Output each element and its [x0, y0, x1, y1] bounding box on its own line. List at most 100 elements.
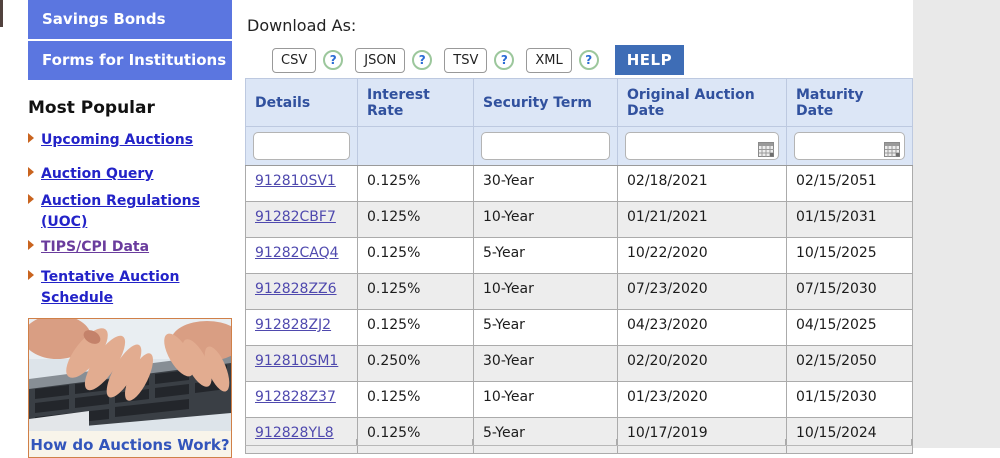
maturity-date-cell: 02/15/2050	[786, 345, 913, 382]
maturity-date-cell: 02/15/2051	[786, 165, 913, 202]
maturity-date-cell: 01/15/2030	[786, 381, 913, 418]
interest-rate-cell: 0.125%	[357, 237, 474, 274]
csv-button[interactable]: CSV	[272, 47, 317, 73]
table-body: 912810SV1 0.125% 30-Year 02/18/2021 02/1…	[245, 165, 913, 454]
maturity-date-cell: 07/15/2030	[786, 273, 913, 310]
security-term-filter-input[interactable]	[481, 132, 610, 160]
cusip-link[interactable]: 912828ZJ2	[255, 317, 332, 333]
table-row: 912810SM1 0.250% 30-Year 02/20/2020 02/1…	[245, 345, 913, 382]
sidebar-item-auction-query[interactable]: Auction Query	[28, 163, 216, 184]
xml-help-icon[interactable]: ?	[578, 50, 599, 70]
cusip-link[interactable]: 912828ZZ6	[255, 281, 337, 297]
maturity-date-cell: 01/15/2031	[786, 201, 913, 238]
col-header-maturity-date[interactable]: Maturity Date	[786, 78, 913, 127]
json-button[interactable]: JSON	[355, 47, 406, 73]
download-as-label: Download As:	[247, 16, 357, 35]
sidebar-item-auction-regulations-uoc-[interactable]: Auction Regulations (UOC)	[28, 190, 216, 232]
partial-next-row	[245, 439, 912, 446]
maturity-date-cell: 04/15/2025	[786, 309, 913, 346]
security-term-cell: 5-Year	[473, 237, 618, 274]
most-popular-heading: Most Popular	[28, 98, 155, 118]
auction-date-cell: 10/22/2020	[617, 237, 787, 274]
security-term-cell: 10-Year	[473, 201, 618, 238]
auction-results-table: Details Interest Rate Security Term Orig…	[245, 78, 913, 454]
sidebar-item-tentative-auction-schedule[interactable]: Tentative Auction Schedule	[28, 266, 216, 308]
tsv-button[interactable]: TSV	[444, 47, 488, 73]
promo-caption[interactable]: How do Auctions Work?	[30, 436, 230, 454]
arrow-bullet-icon	[28, 194, 34, 204]
maturity-date-cell: 10/15/2024	[786, 417, 913, 454]
original-auction-date-filter-input[interactable]	[625, 132, 779, 160]
auction-date-cell: 10/17/2019	[617, 417, 787, 454]
auction-date-cell: 01/23/2020	[617, 381, 787, 418]
calendar-icon[interactable]	[758, 141, 774, 157]
promo-image-box[interactable]: How do Auctions Work?	[28, 318, 232, 458]
table-row: 912828ZJ2 0.125% 5-Year 04/23/2020 04/15…	[245, 309, 913, 346]
table-header-row: Details Interest Rate Security Term Orig…	[245, 78, 913, 127]
sidebar-link[interactable]: TIPS/CPI Data	[41, 239, 150, 255]
table-row: 912828Z37 0.125% 10-Year 01/23/2020 01/1…	[245, 381, 913, 418]
col-header-original-auction-date[interactable]: Original Auction Date	[617, 78, 787, 127]
security-term-cell: 5-Year	[473, 309, 618, 346]
col-header-interest-rate[interactable]: Interest Rate	[357, 78, 474, 127]
details-cell: 912810SV1	[245, 165, 358, 202]
help-button[interactable]: HELP	[614, 45, 685, 75]
table-filter-row	[245, 126, 913, 166]
cusip-link[interactable]: 912828YL8	[255, 425, 334, 441]
table-row: 91282CBF7 0.125% 10-Year 01/21/2021 01/1…	[245, 201, 913, 238]
cusip-link[interactable]: 912828Z37	[255, 389, 336, 405]
interest-rate-cell: 0.250%	[357, 345, 474, 382]
security-term-cell: 30-Year	[473, 345, 618, 382]
csv-help-icon[interactable]: ?	[323, 50, 344, 70]
cusip-link[interactable]: 91282CBF7	[255, 209, 336, 225]
right-margin-strip	[913, 0, 1000, 448]
sidebar-link[interactable]: Auction Query	[41, 166, 154, 182]
table-row: 91282CAQ4 0.125% 5-Year 10/22/2020 10/15…	[245, 237, 913, 274]
xml-button[interactable]: XML	[526, 47, 572, 73]
arrow-bullet-icon	[28, 270, 34, 280]
arrow-bullet-icon	[28, 133, 34, 143]
details-cell: 912810SM1	[245, 345, 358, 382]
cusip-link[interactable]: 912810SM1	[255, 353, 339, 369]
sidebar-item-tips-cpi-data[interactable]: TIPS/CPI Data	[28, 236, 216, 257]
details-cell: 91282CAQ4	[245, 237, 358, 274]
json-help-icon[interactable]: ?	[412, 50, 433, 70]
sidebar: Savings Bonds Forms for Institutions Mos…	[28, 0, 232, 458]
download-toolbar: CSV ? JSON ? TSV ? XML ? HELP	[272, 45, 685, 75]
security-term-cell: 10-Year	[473, 273, 618, 310]
arrow-bullet-icon	[28, 240, 34, 250]
security-term-cell: 5-Year	[473, 417, 618, 454]
security-term-cell: 30-Year	[473, 165, 618, 202]
page-edge-artifact	[0, 0, 3, 27]
sidebar-button-forms-for-institutions[interactable]: Forms for Institutions	[28, 41, 232, 80]
col-header-details[interactable]: Details	[245, 78, 358, 127]
details-filter-input[interactable]	[253, 132, 350, 160]
security-term-cell: 10-Year	[473, 381, 618, 418]
details-cell: 912828YL8	[245, 417, 358, 454]
table-row: 912810SV1 0.125% 30-Year 02/18/2021 02/1…	[245, 165, 913, 202]
sidebar-button-savings-bonds[interactable]: Savings Bonds	[28, 0, 232, 39]
sidebar-link[interactable]: Upcoming Auctions	[41, 132, 194, 148]
cusip-link[interactable]: 91282CAQ4	[255, 245, 339, 261]
interest-rate-cell: 0.125%	[357, 273, 474, 310]
details-cell: 912828ZJ2	[245, 309, 358, 346]
sidebar-link[interactable]: Auction Regulations (UOC)	[41, 193, 200, 230]
tsv-help-icon[interactable]: ?	[494, 50, 515, 70]
sidebar-item-upcoming-auctions[interactable]: Upcoming Auctions	[28, 129, 216, 150]
keyboard-hands-image	[29, 319, 231, 431]
table-row: 912828ZZ6 0.125% 10-Year 07/23/2020 07/1…	[245, 273, 913, 310]
cusip-link[interactable]: 912810SV1	[255, 173, 336, 189]
interest-rate-cell: 0.125%	[357, 309, 474, 346]
calendar-icon[interactable]	[884, 141, 900, 157]
auction-date-cell: 01/21/2021	[617, 201, 787, 238]
auction-date-cell: 07/23/2020	[617, 273, 787, 310]
arrow-bullet-icon	[28, 167, 34, 177]
maturity-date-cell: 10/15/2025	[786, 237, 913, 274]
table-row: 912828YL8 0.125% 5-Year 10/17/2019 10/15…	[245, 417, 913, 454]
col-header-security-term[interactable]: Security Term	[473, 78, 618, 127]
sidebar-link[interactable]: Tentative Auction Schedule	[41, 269, 180, 306]
auction-date-cell: 02/20/2020	[617, 345, 787, 382]
details-cell: 91282CBF7	[245, 201, 358, 238]
interest-rate-cell: 0.125%	[357, 165, 474, 202]
auction-date-cell: 02/18/2021	[617, 165, 787, 202]
